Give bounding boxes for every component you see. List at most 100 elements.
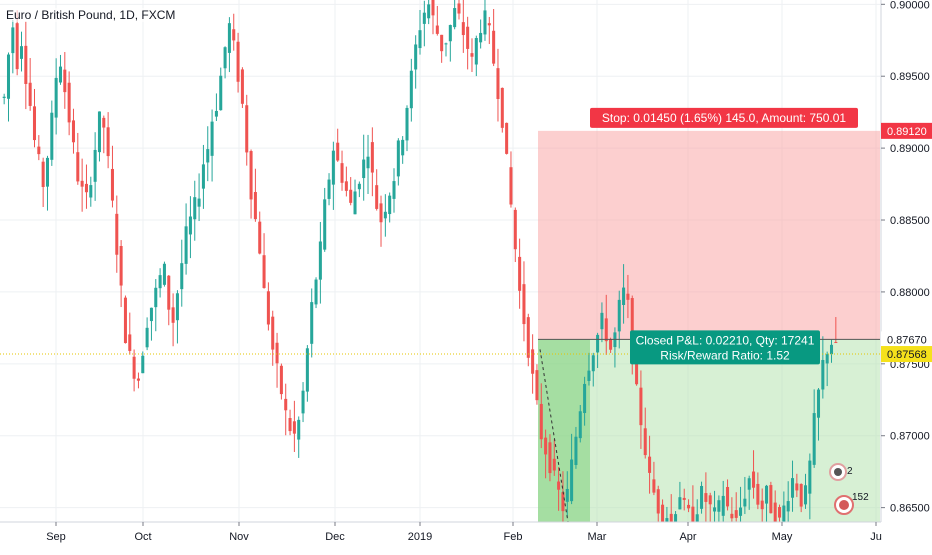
candle: [180, 239, 184, 307]
candle-body: [544, 437, 548, 455]
candle: [765, 484, 769, 526]
candle: [63, 52, 67, 109]
candle: [262, 233, 266, 289]
candle: [409, 58, 413, 122]
candle-body: [422, 12, 426, 24]
candles: [2, 0, 838, 552]
candle-body: [704, 493, 708, 502]
candle-body: [816, 389, 821, 418]
candle: [682, 488, 686, 511]
candle: [505, 122, 509, 155]
candle: [175, 290, 179, 344]
entry-price-tag: 0.87670: [881, 331, 932, 348]
candle: [604, 294, 608, 355]
candle-body: [825, 354, 829, 364]
candle: [110, 145, 114, 208]
y-tick-label: 0.87000: [890, 431, 930, 443]
candle: [128, 312, 132, 355]
candle: [266, 282, 270, 331]
candle: [457, 0, 461, 20]
candle: [609, 337, 613, 353]
candle: [821, 336, 825, 399]
candle-body: [80, 180, 84, 187]
candle: [223, 46, 227, 79]
entry-price-tag-text: 0.87670: [887, 334, 927, 346]
candle: [54, 58, 58, 135]
x-tick-label: Dec: [325, 531, 345, 543]
candle-body: [45, 157, 49, 187]
candle-body: [370, 142, 374, 173]
candle: [405, 105, 409, 152]
candle: [71, 108, 75, 154]
candle-body: [375, 185, 379, 209]
candle-body: [362, 159, 366, 179]
candle-body: [240, 69, 244, 104]
candle: [344, 166, 348, 197]
candle-body: [583, 383, 587, 414]
candle-body: [305, 348, 309, 392]
candle: [136, 372, 140, 389]
candle: [526, 313, 530, 367]
candle: [812, 389, 816, 468]
candle: [292, 400, 296, 452]
candle: [422, 0, 426, 47]
events-badge-count: 152: [852, 492, 869, 503]
candle-body: [539, 403, 543, 440]
candle: [154, 279, 158, 332]
candle-body: [149, 307, 153, 322]
candle: [297, 416, 301, 458]
candle-body: [578, 411, 582, 439]
candle: [470, 38, 474, 73]
events-badge-dot: [839, 500, 849, 510]
candle-body: [236, 41, 240, 82]
candle: [93, 132, 97, 201]
candle: [643, 407, 647, 459]
candle-body: [106, 127, 110, 157]
candle-body: [110, 168, 114, 201]
candle: [570, 433, 574, 505]
candle-body: [15, 23, 19, 70]
candle-body: [63, 69, 67, 93]
candle-body: [461, 22, 465, 36]
y-tick-label: 0.89500: [890, 71, 930, 83]
candle: [76, 132, 80, 185]
candle: [479, 19, 483, 49]
candle-body: [37, 146, 41, 155]
candle: [721, 480, 725, 525]
candle: [28, 58, 32, 111]
candle: [162, 261, 166, 287]
candle-body: [97, 111, 101, 153]
candle-body: [479, 32, 483, 43]
candle-body: [266, 291, 270, 325]
candle: [201, 144, 205, 209]
candle: [24, 21, 28, 110]
y-tick-label: 0.90000: [890, 0, 930, 11]
candle-body: [821, 359, 825, 390]
candle-body: [24, 45, 28, 84]
candle-body: [622, 287, 626, 305]
candle-body: [54, 77, 58, 118]
candle-body: [323, 199, 327, 250]
candle: [825, 351, 829, 387]
candle-body: [297, 419, 301, 440]
candle-body: [834, 342, 838, 344]
current-price-tag-text: 0.87568: [887, 349, 927, 361]
candle: [45, 155, 49, 211]
candle: [314, 277, 318, 309]
candle: [487, 16, 491, 45]
candle: [561, 471, 565, 531]
candle-body: [210, 121, 214, 156]
candle-body: [661, 504, 665, 531]
candle-body: [687, 504, 691, 509]
candle-body: [656, 489, 660, 514]
candle: [444, 42, 448, 57]
candle: [583, 376, 587, 426]
candle: [518, 238, 522, 309]
candle-body: [548, 442, 552, 474]
candle: [544, 429, 548, 479]
candle-body: [752, 471, 756, 488]
x-tick-label: Nov: [229, 531, 249, 543]
candle: [578, 404, 582, 443]
